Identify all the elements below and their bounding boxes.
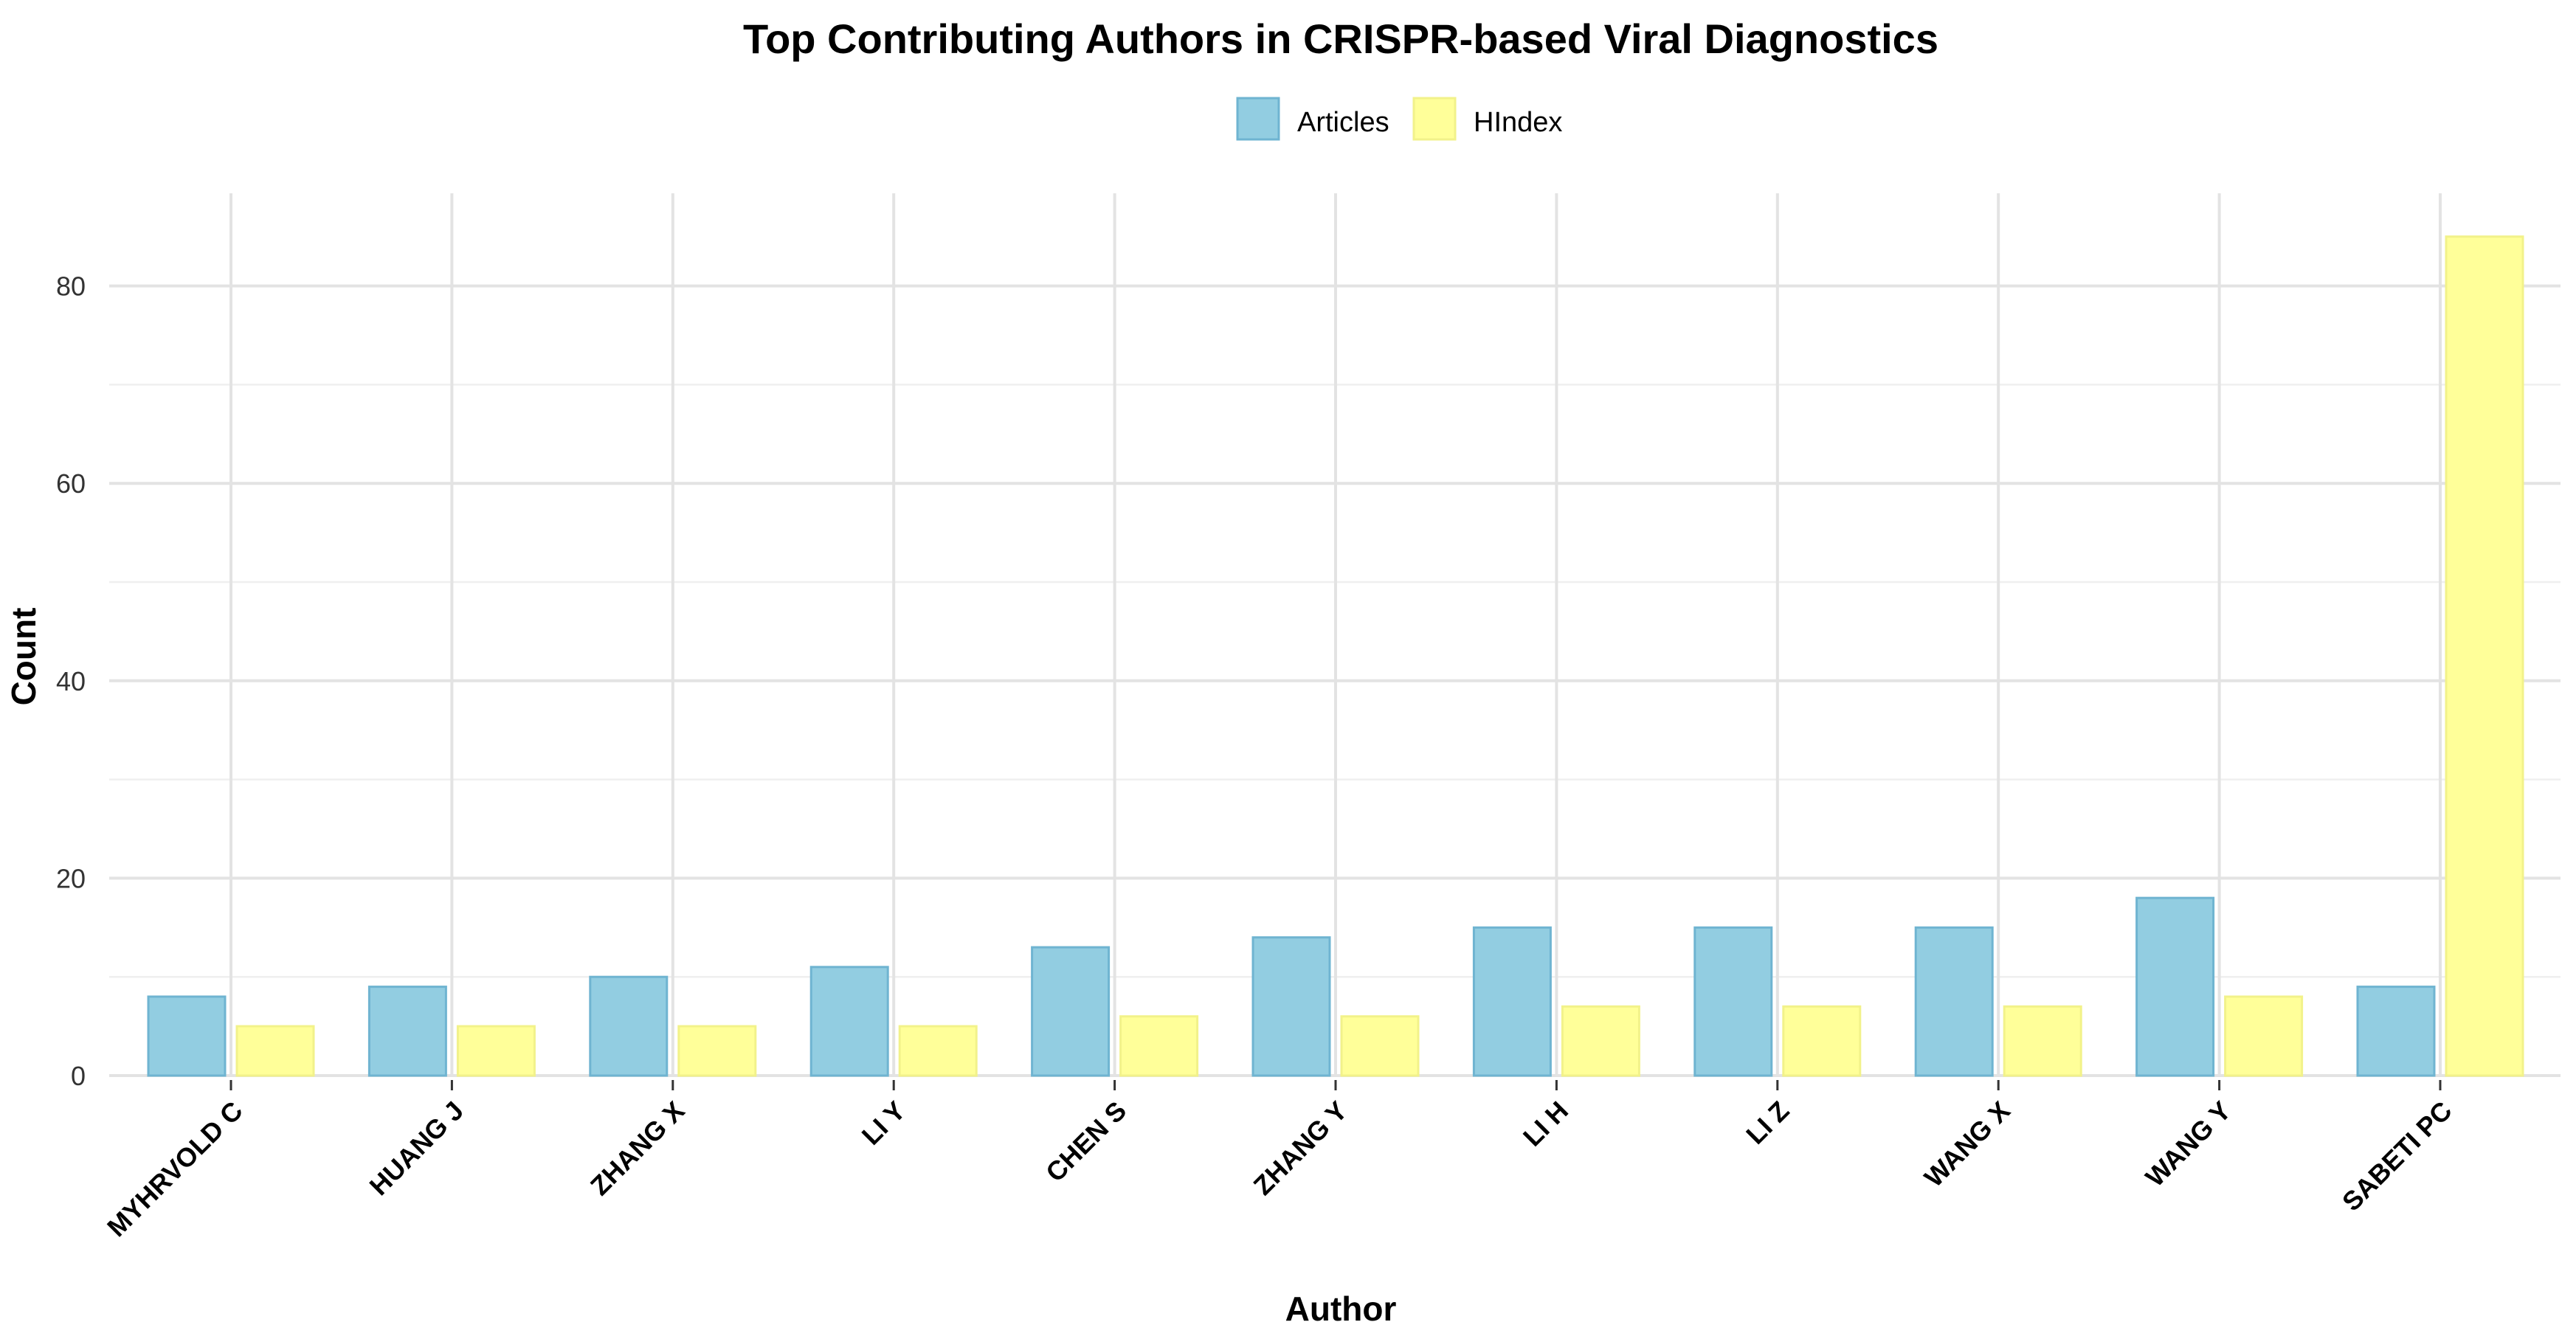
bar-articles — [1031, 946, 1111, 1077]
bar-hindex — [456, 1025, 536, 1077]
grid — [109, 193, 2561, 1077]
x-tick-label: HUANG J — [363, 1096, 469, 1202]
x-tick-label: CHEN S — [1040, 1096, 1132, 1188]
bar-hindex — [1561, 1005, 1640, 1077]
x-tick-label: WANG Y — [2139, 1096, 2237, 1193]
legend-swatch-articles — [1236, 97, 1280, 141]
bar-hindex — [1782, 1005, 1862, 1077]
bar-hindex — [2003, 1005, 2082, 1077]
legend-swatch-hindex — [1412, 97, 1457, 141]
bar-hindex — [1119, 1015, 1199, 1077]
bar-articles — [1251, 936, 1331, 1077]
y-axis-title: Count — [4, 608, 43, 706]
bar-articles — [1472, 926, 1552, 1077]
bar-articles — [1914, 926, 1994, 1077]
y-tick-label: 20 — [56, 863, 86, 893]
x-tick-label: LI H — [1517, 1096, 1574, 1152]
y-tick-label: 80 — [56, 271, 86, 302]
x-tick-label: ZHANG Y — [1248, 1096, 1353, 1201]
x-tick-label: WANG X — [1919, 1096, 2016, 1193]
y-tick-label: 0 — [71, 1061, 86, 1091]
bar-articles — [2135, 896, 2215, 1077]
bar-articles — [589, 975, 669, 1077]
x-tick-label: MYHRVOLD C — [101, 1096, 249, 1243]
x-axis-title: Author — [1285, 1290, 1397, 1328]
x-tick-label: LI Z — [1740, 1096, 1795, 1150]
bar-hindex — [677, 1025, 757, 1077]
bar-hindex — [2224, 995, 2304, 1077]
x-tick-label: ZHANG X — [584, 1096, 691, 1202]
bar-hindex — [1340, 1015, 1420, 1077]
x-tick-label: LI Y — [856, 1096, 911, 1151]
legend-label-articles: Articles — [1297, 107, 1389, 138]
y-tick-label: 40 — [56, 666, 86, 696]
bar-articles — [809, 966, 889, 1077]
bar-hindex — [898, 1025, 978, 1077]
legend: Articles HIndex — [1236, 97, 1562, 141]
bar-articles — [2356, 986, 2436, 1077]
x-axis: MYHRVOLD C HUANG J ZHANG X LI Y CHEN S ZHANG … — [101, 1080, 2458, 1242]
bar-hindex — [2445, 235, 2524, 1077]
y-axis: 0 20 40 60 80 — [56, 271, 86, 1091]
legend-label-hindex: HIndex — [1474, 107, 1562, 138]
x-tick-label: SABETI PC — [2336, 1096, 2458, 1217]
y-tick-label: 60 — [56, 468, 86, 499]
bar-articles — [1693, 926, 1773, 1077]
bar-articles — [147, 995, 227, 1077]
chart-title: Top Contributing Authors in CRISPR-based… — [743, 15, 1938, 62]
bars — [147, 235, 2524, 1077]
bar-articles — [367, 986, 447, 1077]
bar-hindex — [235, 1025, 315, 1077]
